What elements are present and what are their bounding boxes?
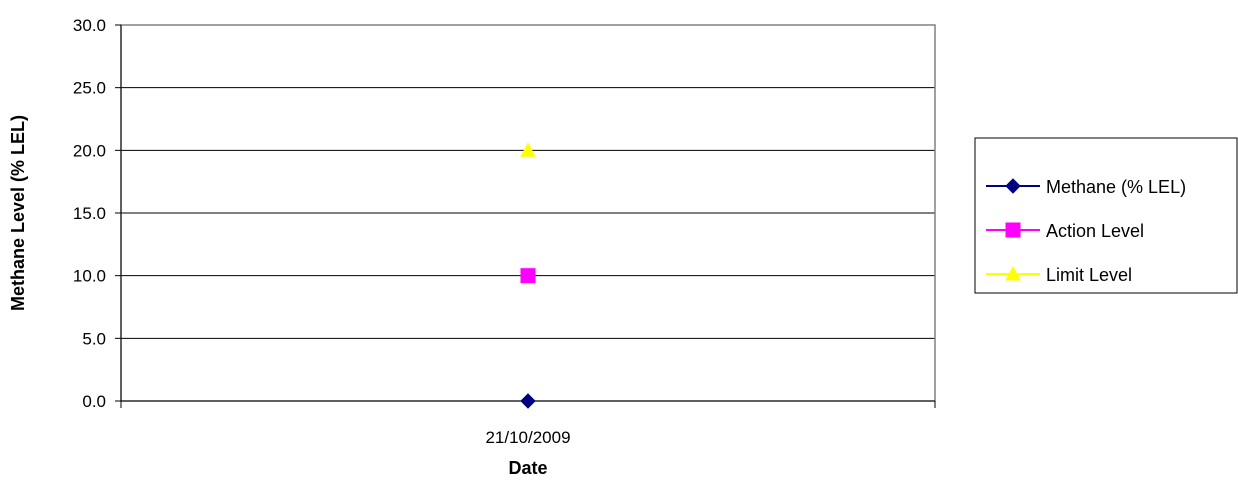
legend-item: Methane (% LEL) — [986, 177, 1186, 197]
y-tick-label: 30.0 — [73, 16, 106, 35]
legend-label: Action Level — [1046, 221, 1144, 241]
legend-box — [974, 137, 1238, 294]
legend-marker — [1005, 178, 1021, 194]
legend: Methane (% LEL) Action Level Limit Level — [974, 137, 1238, 294]
y-tick-label: 10.0 — [73, 267, 106, 286]
legend-item: Limit Level — [986, 265, 1132, 285]
x-axis-title: Date — [508, 458, 547, 478]
legend-label: Limit Level — [1046, 265, 1132, 285]
series-action-level — [520, 268, 536, 284]
data-point — [520, 142, 536, 157]
y-tick-labels: 0.0 5.0 10.0 15.0 20.0 25.0 30.0 — [73, 16, 106, 411]
y-tick-label: 5.0 — [82, 329, 106, 348]
legend-item: Action Level — [986, 221, 1144, 241]
x-tick-label: 21/10/2009 — [485, 428, 570, 447]
y-tick-label: 25.0 — [73, 79, 106, 98]
data-point — [520, 268, 536, 284]
y-tick-label: 15.0 — [73, 204, 106, 223]
grid-lines — [121, 24, 935, 339]
series-markers — [520, 142, 536, 409]
y-tick-label: 20.0 — [73, 141, 106, 160]
data-point — [520, 393, 536, 409]
series-methane-lel — [520, 393, 536, 409]
legend-label: Methane (% LEL) — [1046, 177, 1186, 197]
legend-marker — [1005, 265, 1021, 281]
series-limit-level — [520, 142, 536, 157]
y-tick-label: 0.0 — [82, 392, 106, 411]
legend-marker — [1005, 222, 1021, 238]
legend-items: Methane (% LEL) Action Level Limit Level — [986, 177, 1186, 285]
y-axis-title: Methane Level (% LEL) — [8, 115, 28, 311]
x-tick-labels: 21/10/2009 — [485, 428, 570, 447]
axes — [115, 24, 936, 408]
